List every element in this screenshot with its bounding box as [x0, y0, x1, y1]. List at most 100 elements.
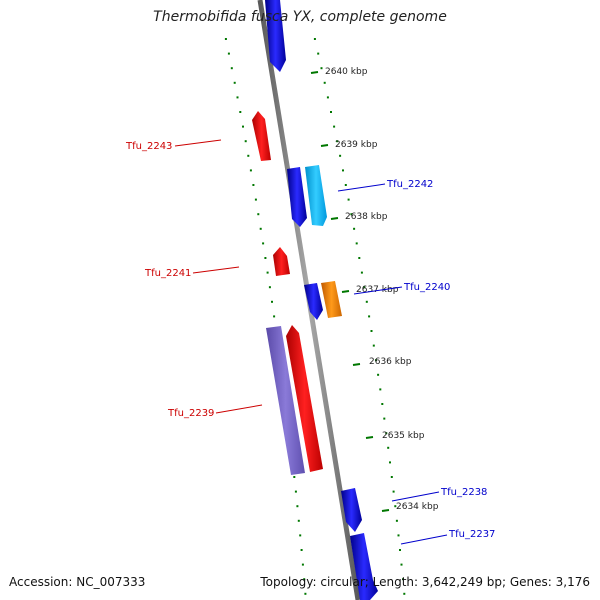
- tick-label: 2639 kbp: [335, 140, 378, 150]
- tick-dot: [236, 96, 239, 99]
- tick-dot: [344, 184, 347, 186]
- tick-dot: [244, 140, 247, 143]
- tick-dot: [259, 227, 262, 230]
- gene-arrow-tfu-2243[interactable]: [252, 111, 271, 161]
- tick-dot: [294, 490, 297, 493]
- leader-line: [353, 286, 403, 295]
- accession-text: Accession: NC_007333: [9, 575, 146, 589]
- tick-mark: [352, 363, 361, 366]
- gene-arrow-tfu-2237[interactable]: [350, 533, 378, 600]
- leader-line: [174, 139, 222, 147]
- gene-arrow-forward[interactable]: [265, 0, 286, 72]
- tick-dot: [368, 315, 371, 318]
- tick-dot: [389, 461, 391, 464]
- gene-arrow-tfu-2239[interactable]: [286, 325, 323, 472]
- tick-dot: [293, 476, 296, 478]
- tick-dot: [365, 300, 368, 303]
- tick-dot: [370, 330, 373, 332]
- tick-dot: [317, 52, 320, 55]
- tick-dot: [239, 111, 242, 113]
- tick-dot: [402, 578, 404, 581]
- tick-dot: [271, 300, 273, 303]
- tick-dot: [230, 67, 233, 70]
- tick-mark: [381, 509, 390, 512]
- gene-label-tfu-2238[interactable]: Tfu_2238: [440, 487, 487, 498]
- gene-label-tfu-2243[interactable]: Tfu_2243: [125, 141, 172, 152]
- tick-dot: [320, 67, 323, 70]
- tick-dot: [392, 490, 395, 493]
- gene-arrow-tfu-2242[interactable]: [287, 167, 307, 227]
- gene-label-tfu-2240[interactable]: Tfu_2240: [403, 282, 450, 293]
- gene-label-lines: [174, 139, 448, 545]
- tick-marks: [310, 71, 390, 512]
- tick-dot: [400, 563, 403, 566]
- tick-dot: [247, 154, 250, 157]
- gene-arrow-tfu-2240[interactable]: [304, 283, 323, 320]
- tick-dot: [303, 578, 306, 581]
- tick-dot: [254, 198, 257, 201]
- tick-dot: [375, 359, 377, 362]
- tick-dot: [242, 125, 244, 128]
- tick-dot: [296, 505, 299, 508]
- gene-features: [252, 0, 378, 600]
- tick-dot: [363, 286, 366, 289]
- tick-dot: [383, 417, 386, 420]
- tick-labels: 2640 kbp 2639 kbp 2638 kbp 2637 kbp 2636…: [325, 67, 439, 512]
- tick-dot: [326, 96, 329, 99]
- tick-dot: [390, 476, 393, 478]
- map-title: Thermobifida fusca YX, complete genome: [153, 9, 447, 25]
- genome-summary-text: Topology: circular; Length: 3,642,249 bp…: [260, 575, 590, 589]
- tick-dot: [355, 242, 358, 245]
- tick-label: 2637 kbp: [356, 285, 399, 295]
- tick-dot: [387, 446, 390, 449]
- tick-dot: [360, 271, 363, 274]
- tick-dot: [304, 592, 307, 595]
- tick-dot: [372, 344, 375, 347]
- gene-labels: Tfu_2243 Tfu_2242 Tfu_2241 Tfu_2240 Tfu_…: [125, 141, 495, 540]
- tick-dot: [227, 52, 230, 55]
- tick-dot: [233, 81, 236, 84]
- tick-dot: [342, 169, 344, 172]
- tick-dot: [252, 184, 255, 186]
- tick-ring-inner: [224, 38, 307, 595]
- gene-arrow-tfu-2241[interactable]: [273, 247, 290, 276]
- tick-dot: [358, 257, 361, 259]
- tick-dot: [313, 38, 316, 40]
- tick-dot: [257, 213, 260, 216]
- tick-dot: [347, 198, 350, 201]
- gene-label-tfu-2239[interactable]: Tfu_2239: [167, 408, 214, 419]
- tick-dot: [301, 563, 304, 566]
- tick-dot: [333, 125, 336, 128]
- tick-dot: [224, 38, 227, 40]
- leader-line: [400, 534, 448, 545]
- tick-label: 2638 kbp: [345, 212, 388, 222]
- leader-line: [337, 183, 386, 192]
- tick-mark: [341, 290, 350, 293]
- leader-line: [391, 491, 440, 502]
- gene-label-tfu-2241[interactable]: Tfu_2241: [144, 268, 191, 279]
- gene-label-tfu-2242[interactable]: Tfu_2242: [386, 179, 433, 190]
- tick-dot: [297, 519, 300, 522]
- tick-dot: [385, 432, 388, 435]
- gene-arrow-tfu-2240-adjacent[interactable]: [321, 281, 342, 318]
- gene-arrow-tfu-2242-adjacent[interactable]: [305, 165, 327, 226]
- tick-dot: [379, 388, 382, 391]
- tick-dot: [403, 592, 406, 595]
- tick-mark: [320, 144, 329, 147]
- tick-dot: [300, 549, 303, 551]
- gene-arrow-tfu-2238[interactable]: [341, 488, 362, 532]
- leader-line: [192, 266, 240, 274]
- tick-dot: [249, 169, 252, 172]
- tick-dot: [350, 213, 353, 216]
- tick-mark: [310, 71, 319, 74]
- tick-dot: [330, 111, 332, 113]
- tick-label: 2640 kbp: [325, 67, 368, 77]
- gene-label-tfu-2237[interactable]: Tfu_2237: [448, 529, 495, 540]
- leader-line: [215, 404, 263, 414]
- tick-dot: [336, 140, 339, 143]
- tick-dot: [399, 549, 401, 551]
- gene-arrow-tfu-2239-purple[interactable]: [266, 326, 305, 475]
- tick-dot: [395, 519, 398, 522]
- tick-dot: [273, 315, 276, 318]
